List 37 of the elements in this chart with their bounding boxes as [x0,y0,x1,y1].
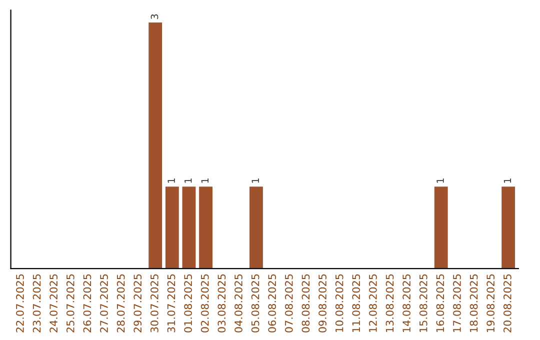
x-tick-label: 03.08.2025 [218,274,226,332]
x-tick-label: 20.08.2025 [503,274,512,332]
x-tick-label: 01.08.2025 [184,274,192,332]
x-tick-label: 06.08.2025 [268,274,276,332]
x-tick-label: 14.08.2025 [402,274,410,332]
x-tick-label: 29.07.2025 [134,274,142,332]
x-tick-label: 07.08.2025 [284,274,293,332]
x-tick-label: 13.08.2025 [386,274,394,332]
data-label: 1 [436,178,444,183]
x-tick-label: 17.08.2025 [453,274,461,332]
x-tick-label: 23.07.2025 [32,274,41,332]
x-tick-label: 19.08.2025 [486,274,495,332]
x-tick-label: 08.08.2025 [302,274,310,332]
data-label: 3 [150,14,158,19]
x-tick-label: 10.08.2025 [335,274,344,332]
x-tick-label: 02.08.2025 [200,274,209,332]
x-tick-label: 30.07.2025 [150,274,158,332]
x-tick-label: 04.08.2025 [234,274,242,332]
data-label: 1 [504,178,511,183]
x-tick-label: 25.07.2025 [66,274,74,332]
x-tick-label: 18.08.2025 [470,274,478,332]
x-tick-label: 31.07.2025 [167,274,176,332]
data-label: 1 [168,178,175,183]
data-label: 1 [201,178,208,183]
x-tick-label: 26.07.2025 [83,274,92,332]
x-tick-label: 27.07.2025 [100,274,108,332]
x-tick-label: 22.07.2025 [16,274,24,332]
x-tick-label: 05.08.2025 [251,274,260,332]
x-tick-label: 15.08.2025 [419,274,428,332]
data-label: 1 [184,178,192,183]
x-tick-label: 09.08.2025 [318,274,326,332]
x-tick-label: 28.07.2025 [116,274,125,332]
x-tick-label: 11.08.2025 [352,274,360,332]
x-tick-label: 12.08.2025 [368,274,377,332]
x-tick-label: 16.08.2025 [436,274,444,332]
x-tick-label: 24.07.2025 [50,274,58,332]
data-label: 1 [252,178,259,183]
